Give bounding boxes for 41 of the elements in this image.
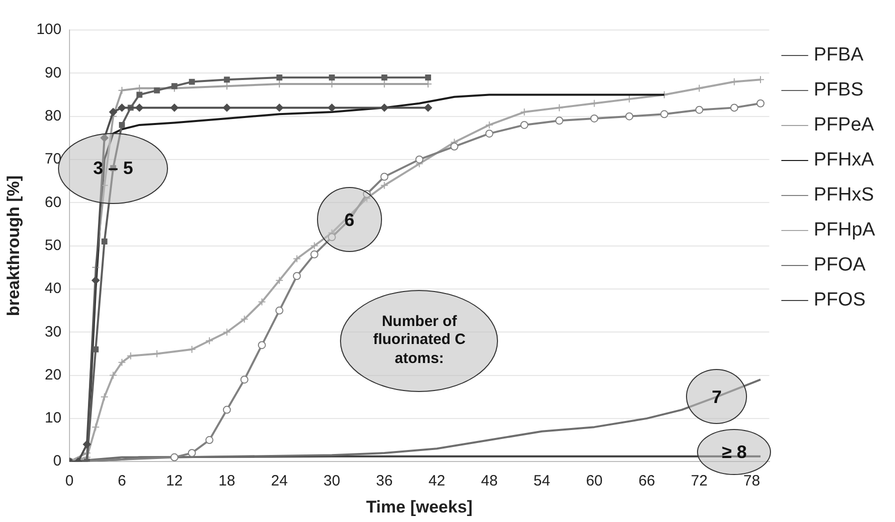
legend-label: PFBS [814, 80, 864, 101]
x-tick-label: 36 [376, 472, 393, 490]
x-tick-label: 72 [690, 472, 708, 490]
y-tick-label: 20 [44, 366, 62, 384]
callout-ellipse: Number of fluorinated C atoms: [340, 290, 498, 392]
x-tick-label: 42 [428, 472, 446, 490]
x-tick-label: 12 [166, 472, 183, 490]
y-tick-label: 0 [53, 452, 62, 470]
x-tick-label: 30 [324, 472, 340, 490]
y-tick-label: 90 [44, 64, 62, 82]
legend-label: PFHxA [814, 150, 874, 171]
y-tick-label: 30 [44, 323, 62, 340]
y-tick-label: 80 [44, 107, 62, 124]
y-axis-title: breakthrough [%] [4, 175, 23, 316]
x-tick-label: 6 [118, 472, 126, 490]
x-tick-label: 24 [271, 472, 288, 490]
callout-ellipse: 6 [316, 187, 382, 252]
y-tick-label: 100 [36, 21, 62, 38]
y-tick-label: 50 [44, 236, 62, 254]
annotation: 7 [712, 386, 722, 408]
x-tick-label: 54 [533, 472, 550, 490]
x-tick-label: 18 [218, 472, 236, 490]
legend-label: PFHpA [814, 220, 876, 241]
legend-label: PFOS [814, 290, 866, 311]
x-tick-label: 48 [480, 472, 498, 490]
legend-label: PFPeA [814, 114, 874, 136]
legend-label: PFBA [814, 44, 864, 66]
y-tick-label: 10 [44, 410, 62, 427]
y-tick-label: 40 [44, 280, 62, 298]
callout-ellipse: ≥ 8 [697, 429, 772, 476]
x-tick-label: 0 [65, 472, 74, 490]
x-tick-label: 78 [743, 472, 760, 490]
x-axis-title: Time [weeks] [366, 497, 473, 516]
annotation: Number of fluorinated C atoms: [372, 312, 467, 369]
annotation: 6 [344, 208, 354, 232]
x-tick-label: 66 [638, 472, 656, 490]
legend-label: PFHxS [814, 184, 874, 206]
x-tick-label: 60 [586, 472, 603, 490]
legend-label: PFOA [814, 254, 866, 276]
callout-ellipse: 7 [686, 369, 748, 424]
annotation: ≥ 8 [722, 441, 747, 464]
